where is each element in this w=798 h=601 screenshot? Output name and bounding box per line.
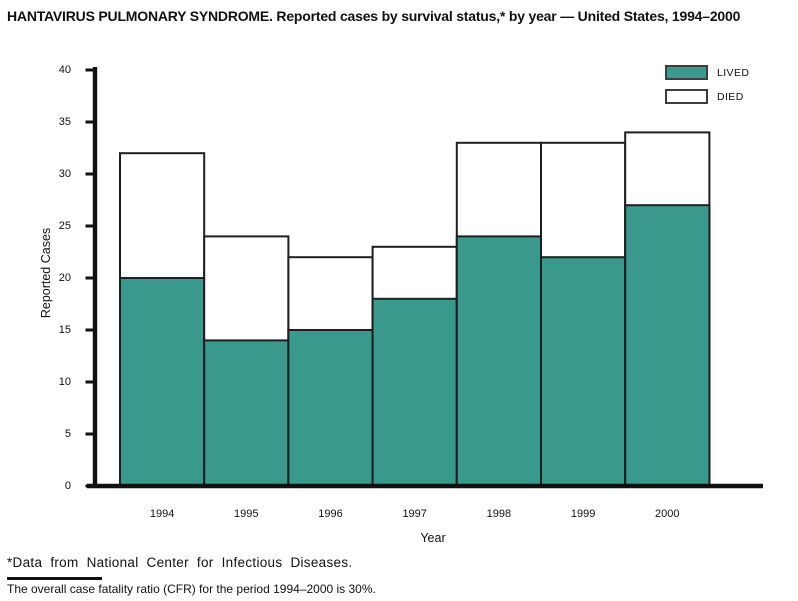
legend-label-lived: LIVED — [717, 67, 750, 79]
x-tick-label-2000: 2000 — [655, 508, 680, 520]
y-tick-label-10: 10 — [58, 375, 71, 388]
bar-segment-lived-1998 — [455, 235, 542, 487]
x-tick-label-1995: 1995 — [234, 508, 259, 520]
x-tick-label-1997: 1997 — [402, 508, 427, 520]
bar-segment-lived-1997 — [371, 297, 458, 487]
bar-segment-lived-2000 — [624, 204, 711, 487]
x-tick-label-1994: 1994 — [149, 508, 175, 520]
y-tick-label-40: 40 — [58, 63, 71, 76]
bar-segment-lived-1996 — [287, 329, 374, 487]
bar-segment-lived-1995 — [203, 339, 290, 487]
y-tick-label-25: 25 — [58, 219, 71, 232]
legend-swatch-lived — [665, 65, 708, 80]
bar-segment-lived-1999 — [540, 256, 627, 488]
y-tick-label-5: 5 — [64, 427, 71, 440]
x-tick-label-1999: 1999 — [570, 508, 596, 520]
y-tick-label-0: 0 — [64, 479, 71, 492]
y-tick-label-20: 20 — [58, 271, 71, 284]
y-tick-label-35: 35 — [58, 115, 71, 128]
x-axis-label: Year — [420, 531, 446, 545]
y-tick-label-15: 15 — [58, 323, 71, 336]
bar-segment-lived-1994 — [119, 277, 206, 487]
legend-swatch-died — [665, 89, 708, 104]
legend-label-died: DIED — [717, 91, 744, 103]
footnote-cfr: The overall case fatality ratio (CFR) fo… — [7, 582, 376, 596]
y-tick-label-30: 30 — [58, 167, 71, 180]
footnote-divider — [7, 577, 102, 580]
x-tick-label-1996: 1996 — [318, 508, 343, 520]
footnote-data-source: *Data from National Center for Infectiou… — [7, 555, 353, 570]
chart-title: HANTAVIRUS PULMONARY SYNDROME. Reported … — [7, 8, 741, 24]
x-tick-label-1998: 1998 — [486, 508, 512, 520]
